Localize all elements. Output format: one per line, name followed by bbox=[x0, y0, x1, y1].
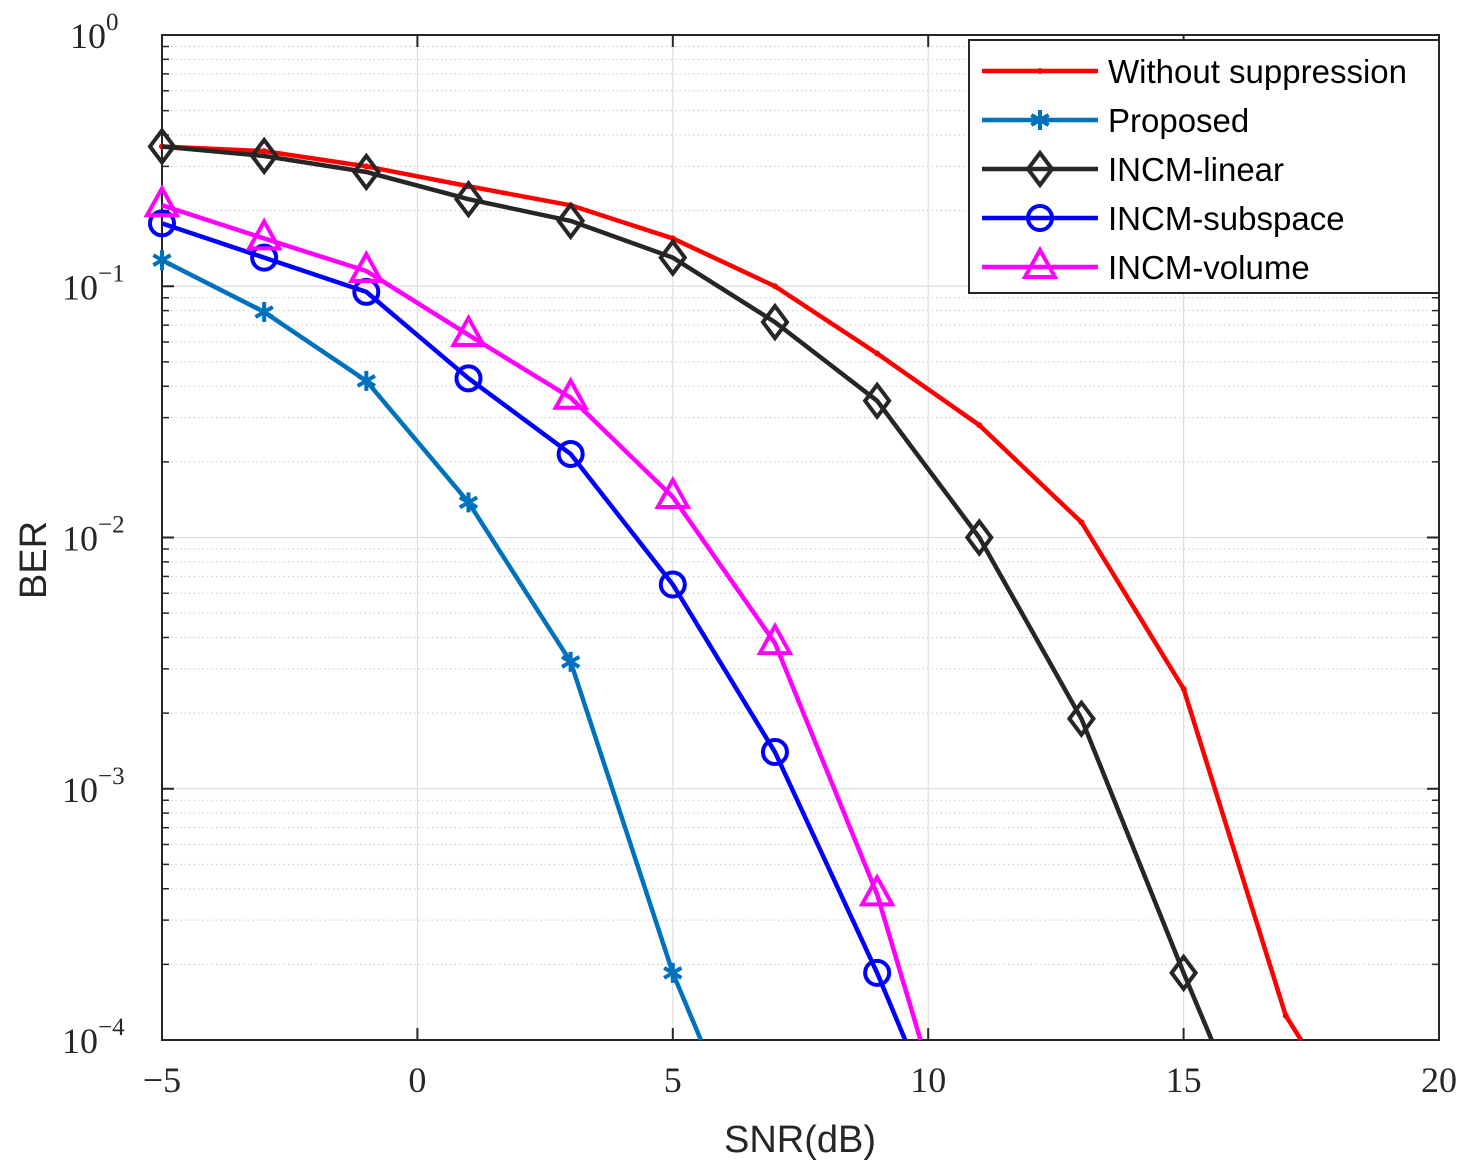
x-tick-label: −5 bbox=[143, 1060, 181, 1100]
diamond-marker bbox=[453, 179, 483, 219]
y-tick-label-base: 10 bbox=[62, 267, 98, 307]
series-lines bbox=[143, 127, 1303, 1042]
point-marker bbox=[1078, 519, 1085, 526]
y-tick-label-exponent: −2 bbox=[98, 512, 125, 539]
circle-marker bbox=[863, 958, 892, 987]
series-line bbox=[161, 203, 923, 1041]
y-tick-label-base: 10 bbox=[62, 770, 98, 810]
x-tick-label: 10 bbox=[910, 1060, 946, 1100]
diamond-marker bbox=[1169, 953, 1199, 993]
point-marker bbox=[976, 422, 983, 429]
asterisk-stroke bbox=[356, 374, 376, 388]
diamond-marker bbox=[249, 136, 279, 176]
x-tick-label: 20 bbox=[1421, 1060, 1457, 1100]
triangle-marker bbox=[858, 873, 896, 907]
x-axis-title: SNR(dB) bbox=[724, 1119, 876, 1161]
y-tick-label-base: 10 bbox=[62, 519, 98, 559]
legend-label: Proposed bbox=[1108, 102, 1249, 139]
series-line bbox=[161, 144, 1214, 1041]
legend: Without suppression Proposed INCM-linear IN… bbox=[968, 39, 1440, 294]
legend-item: INCM-volume bbox=[982, 245, 1310, 286]
circle-marker bbox=[250, 243, 279, 272]
asterisk-stroke bbox=[458, 495, 479, 510]
x-tick-label: 0 bbox=[408, 1060, 426, 1100]
diamond-marker bbox=[1025, 149, 1055, 189]
series-incm-subspace bbox=[148, 209, 908, 1041]
triangle-marker bbox=[654, 475, 692, 509]
diamond-marker bbox=[1066, 699, 1096, 739]
triangle-marker bbox=[245, 217, 283, 251]
asterisk-stroke bbox=[560, 655, 581, 669]
legend-item: Without suppression bbox=[982, 53, 1407, 90]
asterisk-marker bbox=[1030, 110, 1050, 130]
point-marker bbox=[261, 148, 268, 155]
point-marker bbox=[1180, 685, 1187, 692]
y-tick-label-exponent: 0 bbox=[106, 9, 119, 36]
asterisk-stroke bbox=[663, 966, 683, 980]
x-tick-label: 5 bbox=[664, 1060, 682, 1100]
grid bbox=[162, 35, 1439, 1040]
diamond-marker bbox=[351, 152, 381, 192]
y-tick-label: 10−4 bbox=[62, 1014, 125, 1061]
legend-label: INCM-volume bbox=[1108, 249, 1310, 286]
circle-marker bbox=[760, 738, 789, 767]
triangle-marker bbox=[143, 184, 181, 218]
y-tick-label-base: 10 bbox=[70, 16, 106, 56]
triangle-marker bbox=[1021, 245, 1059, 279]
legend-box bbox=[968, 39, 1440, 294]
diamond-marker bbox=[760, 302, 790, 342]
asterisk-stroke bbox=[254, 305, 274, 319]
circle-marker bbox=[148, 209, 176, 238]
triangle-marker bbox=[756, 621, 794, 656]
asterisk-marker bbox=[560, 651, 581, 672]
x-tick-label: 15 bbox=[1166, 1060, 1202, 1100]
series-proposed bbox=[152, 250, 703, 1041]
asterisk-marker bbox=[254, 301, 274, 322]
circle-marker bbox=[556, 439, 585, 468]
diamond-marker bbox=[556, 201, 586, 241]
y-tick-label: 10−1 bbox=[62, 260, 125, 307]
series-incm-linear bbox=[147, 127, 1214, 1041]
asterisk-stroke bbox=[152, 253, 172, 267]
asterisk-stroke bbox=[1030, 113, 1050, 127]
legend-label: INCM-linear bbox=[1108, 151, 1284, 188]
legend-label: INCM-subspace bbox=[1108, 200, 1345, 237]
triangle-marker bbox=[552, 376, 590, 410]
y-tick-label: 10−2 bbox=[62, 512, 125, 559]
y-tick-label-exponent: −3 bbox=[98, 763, 125, 790]
series-incm-volume bbox=[143, 184, 923, 1041]
asterisk-marker bbox=[152, 250, 172, 271]
point-marker bbox=[874, 350, 881, 357]
circle-marker bbox=[454, 364, 483, 393]
series-line bbox=[161, 221, 908, 1041]
triangle-marker bbox=[450, 313, 487, 347]
point-marker bbox=[1282, 1012, 1289, 1019]
asterisk-marker bbox=[356, 370, 376, 391]
diamond-marker bbox=[964, 518, 994, 557]
y-tick-label: 100 bbox=[70, 9, 119, 56]
circle-marker bbox=[1026, 204, 1054, 232]
point-marker bbox=[363, 163, 370, 170]
point-marker bbox=[1037, 68, 1043, 74]
y-tick-label-base: 10 bbox=[62, 1021, 98, 1061]
diamond-marker bbox=[862, 381, 892, 421]
legend-item: INCM-subspace bbox=[982, 200, 1345, 237]
asterisk-marker bbox=[663, 962, 683, 983]
y-tick-label: 10−3 bbox=[62, 763, 125, 810]
legend-label: Without suppression bbox=[1108, 53, 1407, 90]
point-marker bbox=[771, 283, 778, 290]
circle-marker bbox=[658, 570, 687, 599]
triangle-marker bbox=[347, 249, 385, 283]
y-axis-title: BER bbox=[13, 521, 55, 599]
y-tick-label-exponent: −4 bbox=[98, 1014, 125, 1041]
y-tick-label-exponent: −1 bbox=[98, 260, 125, 287]
diamond-marker bbox=[147, 127, 177, 166]
legend-item: Proposed bbox=[982, 102, 1249, 139]
asterisk-marker bbox=[458, 492, 479, 513]
diamond-marker bbox=[658, 238, 688, 277]
legend-item: INCM-linear bbox=[982, 149, 1284, 189]
